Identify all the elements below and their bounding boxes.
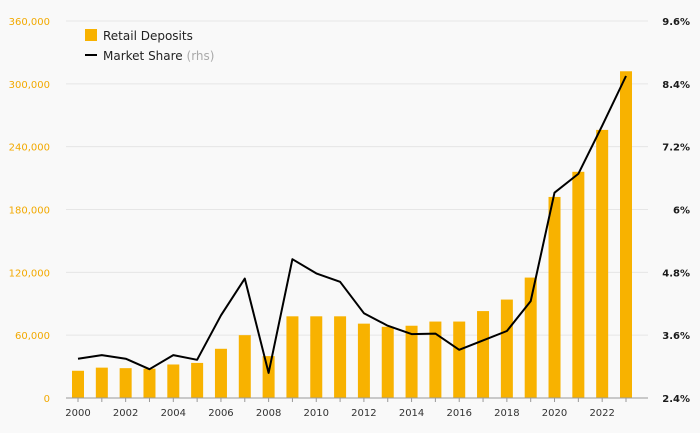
bar-retail-deposits — [262, 356, 275, 398]
gridlines — [66, 20, 648, 399]
x-tick-label: 2016 — [446, 408, 471, 419]
bar-retail-deposits — [119, 368, 132, 398]
y-right-tick-label: 2.4% — [662, 394, 690, 405]
x-tick-label: 2012 — [351, 408, 376, 419]
bar-retail-deposits — [453, 321, 466, 398]
legend: Retail Deposits Market Share (rhs) — [85, 29, 214, 63]
bar-retail-deposits — [572, 171, 585, 398]
line-market-share — [77, 75, 627, 374]
legend-bar-swatch — [85, 29, 97, 41]
y-left-tick-label: 0 — [44, 394, 50, 405]
y-left-tick-label: 180,000 — [9, 206, 50, 217]
y-right-tick-label: 8.4% — [662, 80, 690, 91]
bar-retail-deposits — [500, 299, 513, 398]
x-tick-label: 2000 — [65, 408, 90, 419]
y-right-tick-label: 4.8% — [662, 268, 690, 279]
y-left-tick-label: 360,000 — [9, 17, 50, 28]
x-tick-label: 2004 — [161, 408, 186, 419]
bars-group — [72, 71, 632, 399]
x-tick-label: 2022 — [589, 408, 614, 419]
bar-retail-deposits — [214, 348, 227, 398]
y-left-tick-label: 240,000 — [9, 143, 50, 154]
x-tick-label: 2014 — [399, 408, 424, 419]
x-tick-label: 2020 — [542, 408, 567, 419]
bar-retail-deposits — [310, 316, 323, 398]
bar-retail-deposits — [95, 367, 108, 398]
bar-retail-deposits — [191, 362, 204, 398]
x-tick-label: 2010 — [304, 408, 329, 419]
x-tick-label: 2018 — [494, 408, 519, 419]
x-tick-label: 2008 — [256, 408, 281, 419]
bar-retail-deposits — [405, 325, 418, 398]
bar-retail-deposits — [286, 316, 299, 398]
bar-retail-deposits — [524, 277, 537, 398]
bar-retail-deposits — [381, 326, 394, 398]
y-right-tick-label: 6% — [673, 206, 690, 217]
bar-retail-deposits — [238, 335, 251, 398]
line-group — [77, 75, 627, 374]
y-right-tick-label: 7.2% — [662, 143, 690, 154]
bar-retail-deposits — [143, 368, 156, 398]
legend-line-label: Market Share — [103, 49, 183, 63]
x-tick-label: 2006 — [208, 408, 233, 419]
bar-retail-deposits — [429, 321, 442, 398]
bar-retail-deposits — [167, 364, 180, 398]
axes-group: 0 60,000 120,000 180,000 240,000 300,000 360,0… — [9, 17, 690, 419]
y-left-tick-label: 60,000 — [15, 331, 50, 342]
y-right-tick-label: 9.6% — [662, 17, 690, 28]
legend-bar-label: Retail Deposits — [103, 29, 193, 43]
y-left-tick-label: 300,000 — [9, 80, 50, 91]
legend-line-label-text: Market Share (rhs) — [103, 49, 214, 63]
y-right-tick-label: 3.6% — [662, 331, 690, 342]
bar-retail-deposits — [548, 196, 561, 398]
y-left-tick-label: 120,000 — [9, 268, 50, 279]
bar-retail-deposits — [477, 311, 490, 398]
x-tick-label: 2002 — [113, 408, 138, 419]
bar-retail-deposits — [596, 129, 609, 398]
bar-retail-deposits — [357, 323, 370, 398]
bar-retail-deposits — [72, 370, 84, 398]
legend-line-suffix: (rhs) — [187, 49, 215, 63]
bar-retail-deposits — [620, 71, 632, 399]
bar-retail-deposits — [334, 316, 347, 398]
